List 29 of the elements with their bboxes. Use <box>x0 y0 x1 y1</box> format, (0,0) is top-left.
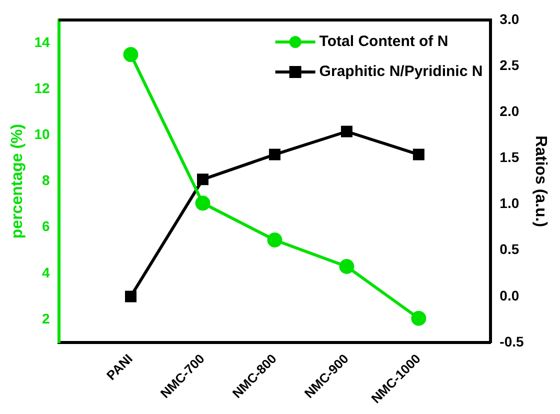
y2-axis-title: Ratios (a.u.) <box>532 135 549 228</box>
y2-tick-label: 2.5 <box>500 56 520 73</box>
y-tick-label: 2 <box>42 310 50 326</box>
y2-tick-label: 1.0 <box>500 195 520 212</box>
point <box>197 174 208 186</box>
y2-tick-label: 0.5 <box>500 241 520 258</box>
y-axis-title: percentage (%) <box>9 124 26 239</box>
point <box>268 148 280 160</box>
point <box>411 310 426 326</box>
y-tick-label: 4 <box>42 264 50 280</box>
legend-label: Total Content of N <box>319 33 448 50</box>
point <box>125 290 136 302</box>
y2-tick-label: 1.5 <box>500 149 520 166</box>
point <box>340 126 352 138</box>
y2-tick-label: 2.0 <box>500 103 520 120</box>
y-tick-label: 12 <box>34 80 50 96</box>
y-tick-label: 14 <box>34 34 50 50</box>
y2-tick-label: 0.0 <box>500 287 520 304</box>
point <box>267 232 282 248</box>
y-tick-label: 6 <box>42 218 50 234</box>
y-tick-label: 8 <box>42 172 50 188</box>
point <box>123 47 138 62</box>
point <box>412 148 424 160</box>
point <box>195 196 210 211</box>
y2-tick-label: -0.5 <box>500 333 524 350</box>
y2-tick-label: 3.0 <box>500 10 520 27</box>
y-tick-label: 10 <box>34 126 50 142</box>
point <box>339 259 354 274</box>
legend-label: Graphitic N/Pyridinic N <box>319 63 483 80</box>
